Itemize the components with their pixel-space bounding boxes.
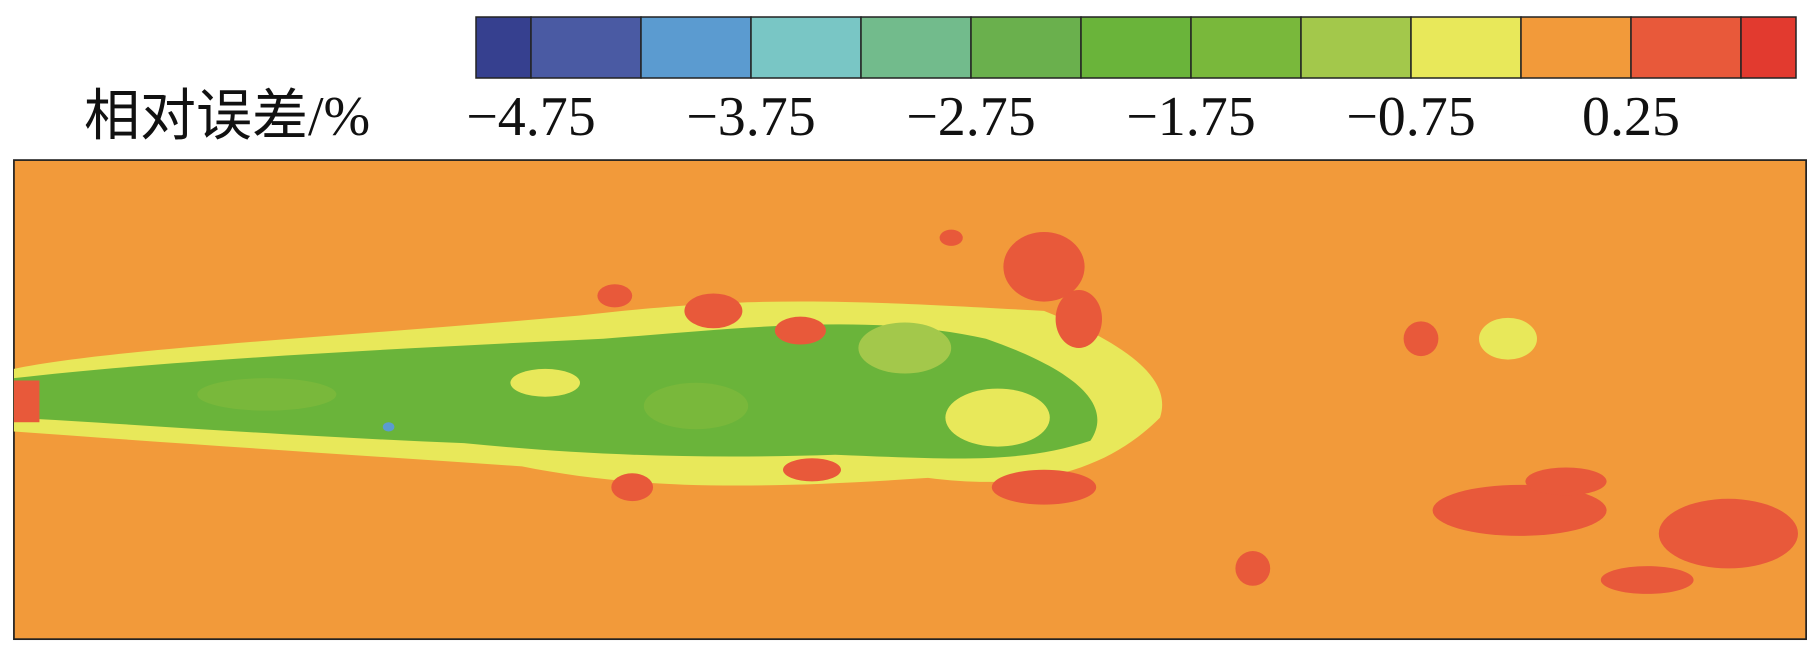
colorbar-segment — [1300, 16, 1412, 79]
colorbar-segment — [530, 16, 642, 79]
colorbar-segment — [1630, 16, 1742, 79]
colorbar: −4.75 −3.75 −2.75 −1.75 −0.75 0.25 — [466, 16, 1797, 148]
colorbar-tick-label: −0.75 — [1346, 86, 1476, 148]
colorbar-tick-label: −1.75 — [1126, 86, 1256, 148]
colorbar-segment — [640, 16, 752, 79]
colorbar-title: 相对误差/% — [84, 86, 370, 148]
colorbar-segment — [750, 16, 862, 79]
error-field — [13, 159, 1807, 641]
colorbar-segment — [1080, 16, 1192, 79]
colorbar-segment — [1410, 16, 1522, 79]
colorbar-tick-label: 0.25 — [1582, 86, 1680, 148]
colorbar-segment — [860, 16, 972, 79]
colorbar-tick-label: −4.75 — [466, 86, 596, 148]
colorbar-tick-label: −2.75 — [906, 86, 1036, 148]
colorbar-segment — [1740, 16, 1797, 79]
colorbar-segment — [970, 16, 1082, 79]
colorbar-segment — [475, 16, 532, 79]
colorbar-segment — [1520, 16, 1632, 79]
colorbar-segment — [1190, 16, 1302, 79]
colorbar-tick-label: −3.75 — [686, 86, 816, 148]
